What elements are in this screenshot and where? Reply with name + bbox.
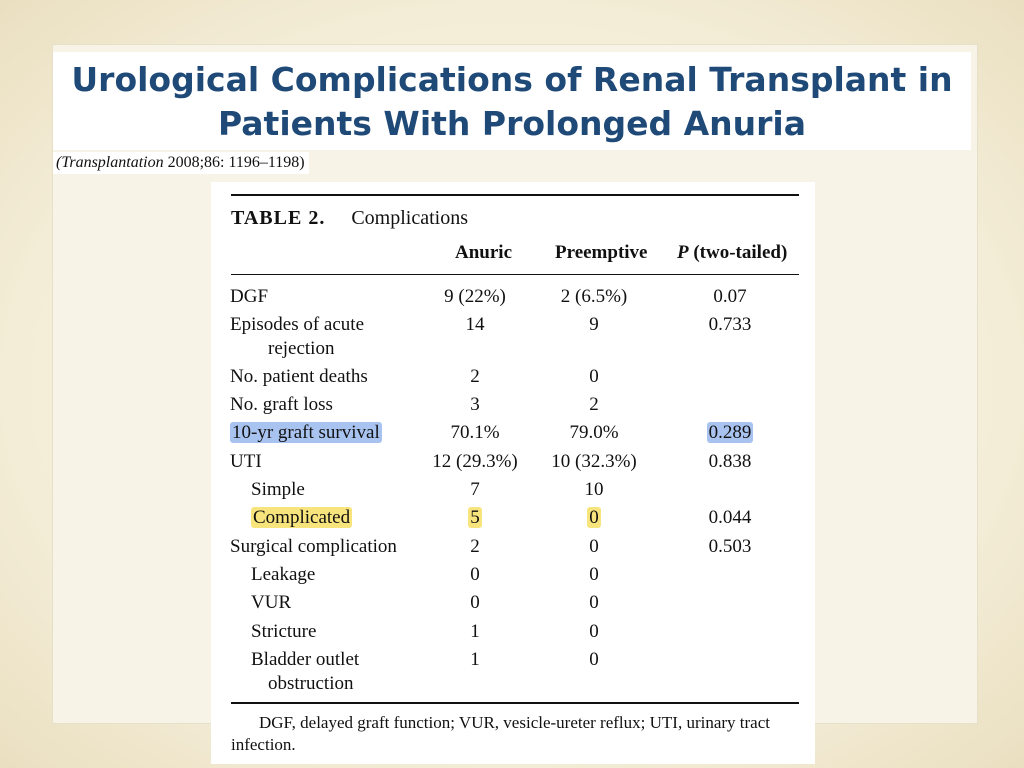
cell-anuric-text: 12 (29.3%) bbox=[432, 451, 518, 472]
cell-anuric: 2 bbox=[395, 365, 555, 389]
row-label: UTI bbox=[230, 451, 262, 472]
citation-journal: (Transplantation bbox=[56, 154, 164, 171]
cell-anuric: 7 bbox=[395, 478, 555, 502]
cell-preemptive: 9 bbox=[514, 313, 674, 337]
row-label: 10-yr graft survival bbox=[230, 421, 382, 445]
cell-preemptive: 0 bbox=[514, 563, 674, 587]
row-label: Simple bbox=[251, 479, 305, 500]
header-anuric: Anuric bbox=[455, 242, 512, 263]
slide-title: Urological Complications of Renal Transp… bbox=[71, 60, 953, 143]
citation-reference: 2008;86: 1196–1198) bbox=[163, 154, 305, 171]
cell-anuric: 3 bbox=[395, 393, 555, 417]
cell-anuric-text: 9 (22%) bbox=[444, 286, 506, 307]
table-top-rule bbox=[231, 194, 799, 196]
row-label: No. graft loss bbox=[230, 394, 333, 415]
cell-anuric: 1 bbox=[395, 648, 555, 672]
cell-preemptive: 0 bbox=[514, 620, 674, 644]
title-box: Urological Complications of Renal Transp… bbox=[53, 52, 971, 150]
cell-preemptive-text: 0 bbox=[589, 564, 599, 585]
cell-p-value: 0.838 bbox=[650, 450, 810, 474]
cell-p-value-text: 0.503 bbox=[708, 536, 752, 557]
cell-preemptive-text: 0 bbox=[587, 507, 601, 528]
cell-anuric: 0 bbox=[395, 563, 555, 587]
row-label-continued: obstruction bbox=[268, 673, 354, 694]
cell-anuric-text: 7 bbox=[470, 479, 480, 500]
cell-p-value-text: 0.838 bbox=[708, 451, 752, 472]
cell-preemptive-text: 79.0% bbox=[569, 422, 619, 443]
cell-p-value: 0.289 bbox=[650, 421, 810, 445]
cell-anuric-text: 3 bbox=[470, 394, 480, 415]
row-label: DGF bbox=[230, 286, 269, 307]
cell-anuric: 2 bbox=[395, 535, 555, 559]
cell-preemptive: 0 bbox=[514, 535, 674, 559]
cell-preemptive-text: 2 bbox=[589, 394, 599, 415]
cell-preemptive: 0 bbox=[514, 648, 674, 672]
row-label-text: 10-yr graft survival bbox=[230, 422, 382, 443]
cell-p-value-text: 0.289 bbox=[706, 422, 754, 443]
cell-anuric: 1 bbox=[395, 620, 555, 644]
cell-p-value: 0.07 bbox=[650, 285, 810, 309]
cell-p-value-text: 0.044 bbox=[708, 507, 752, 528]
header-p-italic: P bbox=[677, 242, 689, 263]
cell-p-value-text: 0.07 bbox=[713, 286, 747, 307]
row-label: Episodes of acute bbox=[230, 314, 365, 335]
header-p-value: P (two-tailed) bbox=[677, 242, 787, 264]
row-label: Bladder outlet bbox=[251, 649, 360, 670]
cell-anuric-text: 5 bbox=[468, 507, 482, 528]
row-label: Surgical complication bbox=[230, 536, 397, 557]
cell-preemptive-text: 0 bbox=[589, 536, 599, 557]
cell-p-value-text: 0.733 bbox=[708, 314, 752, 335]
cell-anuric: 70.1% bbox=[395, 421, 555, 445]
cell-anuric-text: 14 bbox=[465, 314, 485, 335]
cell-anuric: 5 bbox=[395, 506, 555, 530]
cell-preemptive: 0 bbox=[514, 506, 674, 530]
cell-preemptive-text: 10 (32.3%) bbox=[551, 451, 637, 472]
cell-preemptive-text: 10 bbox=[584, 479, 604, 500]
row-label: Leakage bbox=[251, 564, 316, 585]
cell-anuric: 14 bbox=[395, 313, 555, 337]
cell-p-value: 0.044 bbox=[650, 506, 810, 530]
cell-preemptive: 0 bbox=[514, 591, 674, 615]
row-label-text: Complicated bbox=[251, 507, 353, 528]
cell-preemptive: 79.0% bbox=[514, 421, 674, 445]
cell-p-value: 0.733 bbox=[650, 313, 810, 337]
cell-preemptive: 10 (32.3%) bbox=[514, 450, 674, 474]
cell-preemptive-text: 2 (6.5%) bbox=[560, 286, 628, 307]
cell-anuric-text: 2 bbox=[470, 366, 480, 387]
cell-anuric-text: 70.1% bbox=[450, 422, 500, 443]
cell-preemptive-text: 0 bbox=[589, 649, 599, 670]
table-footnote: DGF, delayed graft function; VUR, vesicl… bbox=[231, 713, 770, 754]
cell-preemptive-text: 0 bbox=[589, 621, 599, 642]
table-label: TABLE 2. bbox=[231, 207, 326, 229]
header-preemptive: Preemptive bbox=[555, 242, 648, 263]
cell-preemptive-text: 0 bbox=[589, 366, 599, 387]
row-label-continued: rejection bbox=[268, 338, 335, 359]
row-label: Complicated bbox=[251, 506, 353, 530]
row-label: No. patient deaths bbox=[230, 366, 368, 387]
cell-preemptive: 0 bbox=[514, 365, 674, 389]
cell-anuric: 9 (22%) bbox=[395, 285, 555, 309]
cell-p-value: 0.503 bbox=[650, 535, 810, 559]
cell-anuric-text: 1 bbox=[470, 649, 480, 670]
table-caption-text: Complications bbox=[351, 207, 468, 229]
row-label: VUR bbox=[251, 592, 292, 613]
cell-preemptive-text: 9 bbox=[589, 314, 599, 335]
cell-anuric-text: 2 bbox=[470, 536, 480, 557]
cell-preemptive: 2 (6.5%) bbox=[514, 285, 674, 309]
row-label: Stricture bbox=[251, 621, 317, 642]
cell-preemptive: 2 bbox=[514, 393, 674, 417]
table-caption: TABLE 2. Complications bbox=[231, 207, 468, 230]
header-p-rest: (two-tailed) bbox=[688, 242, 788, 263]
header-rule bbox=[231, 274, 799, 275]
cell-anuric-text: 1 bbox=[470, 621, 480, 642]
table-bottom-rule bbox=[231, 702, 799, 704]
citation: (Transplantation 2008;86: 1196–1198) bbox=[53, 152, 309, 174]
cell-anuric-text: 0 bbox=[470, 592, 480, 613]
cell-preemptive: 10 bbox=[514, 478, 674, 502]
cell-preemptive-text: 0 bbox=[589, 592, 599, 613]
cell-anuric: 0 bbox=[395, 591, 555, 615]
cell-anuric-text: 0 bbox=[470, 564, 480, 585]
table-card: TABLE 2. Complications Anuric Preemptive … bbox=[211, 182, 815, 764]
cell-anuric: 12 (29.3%) bbox=[395, 450, 555, 474]
